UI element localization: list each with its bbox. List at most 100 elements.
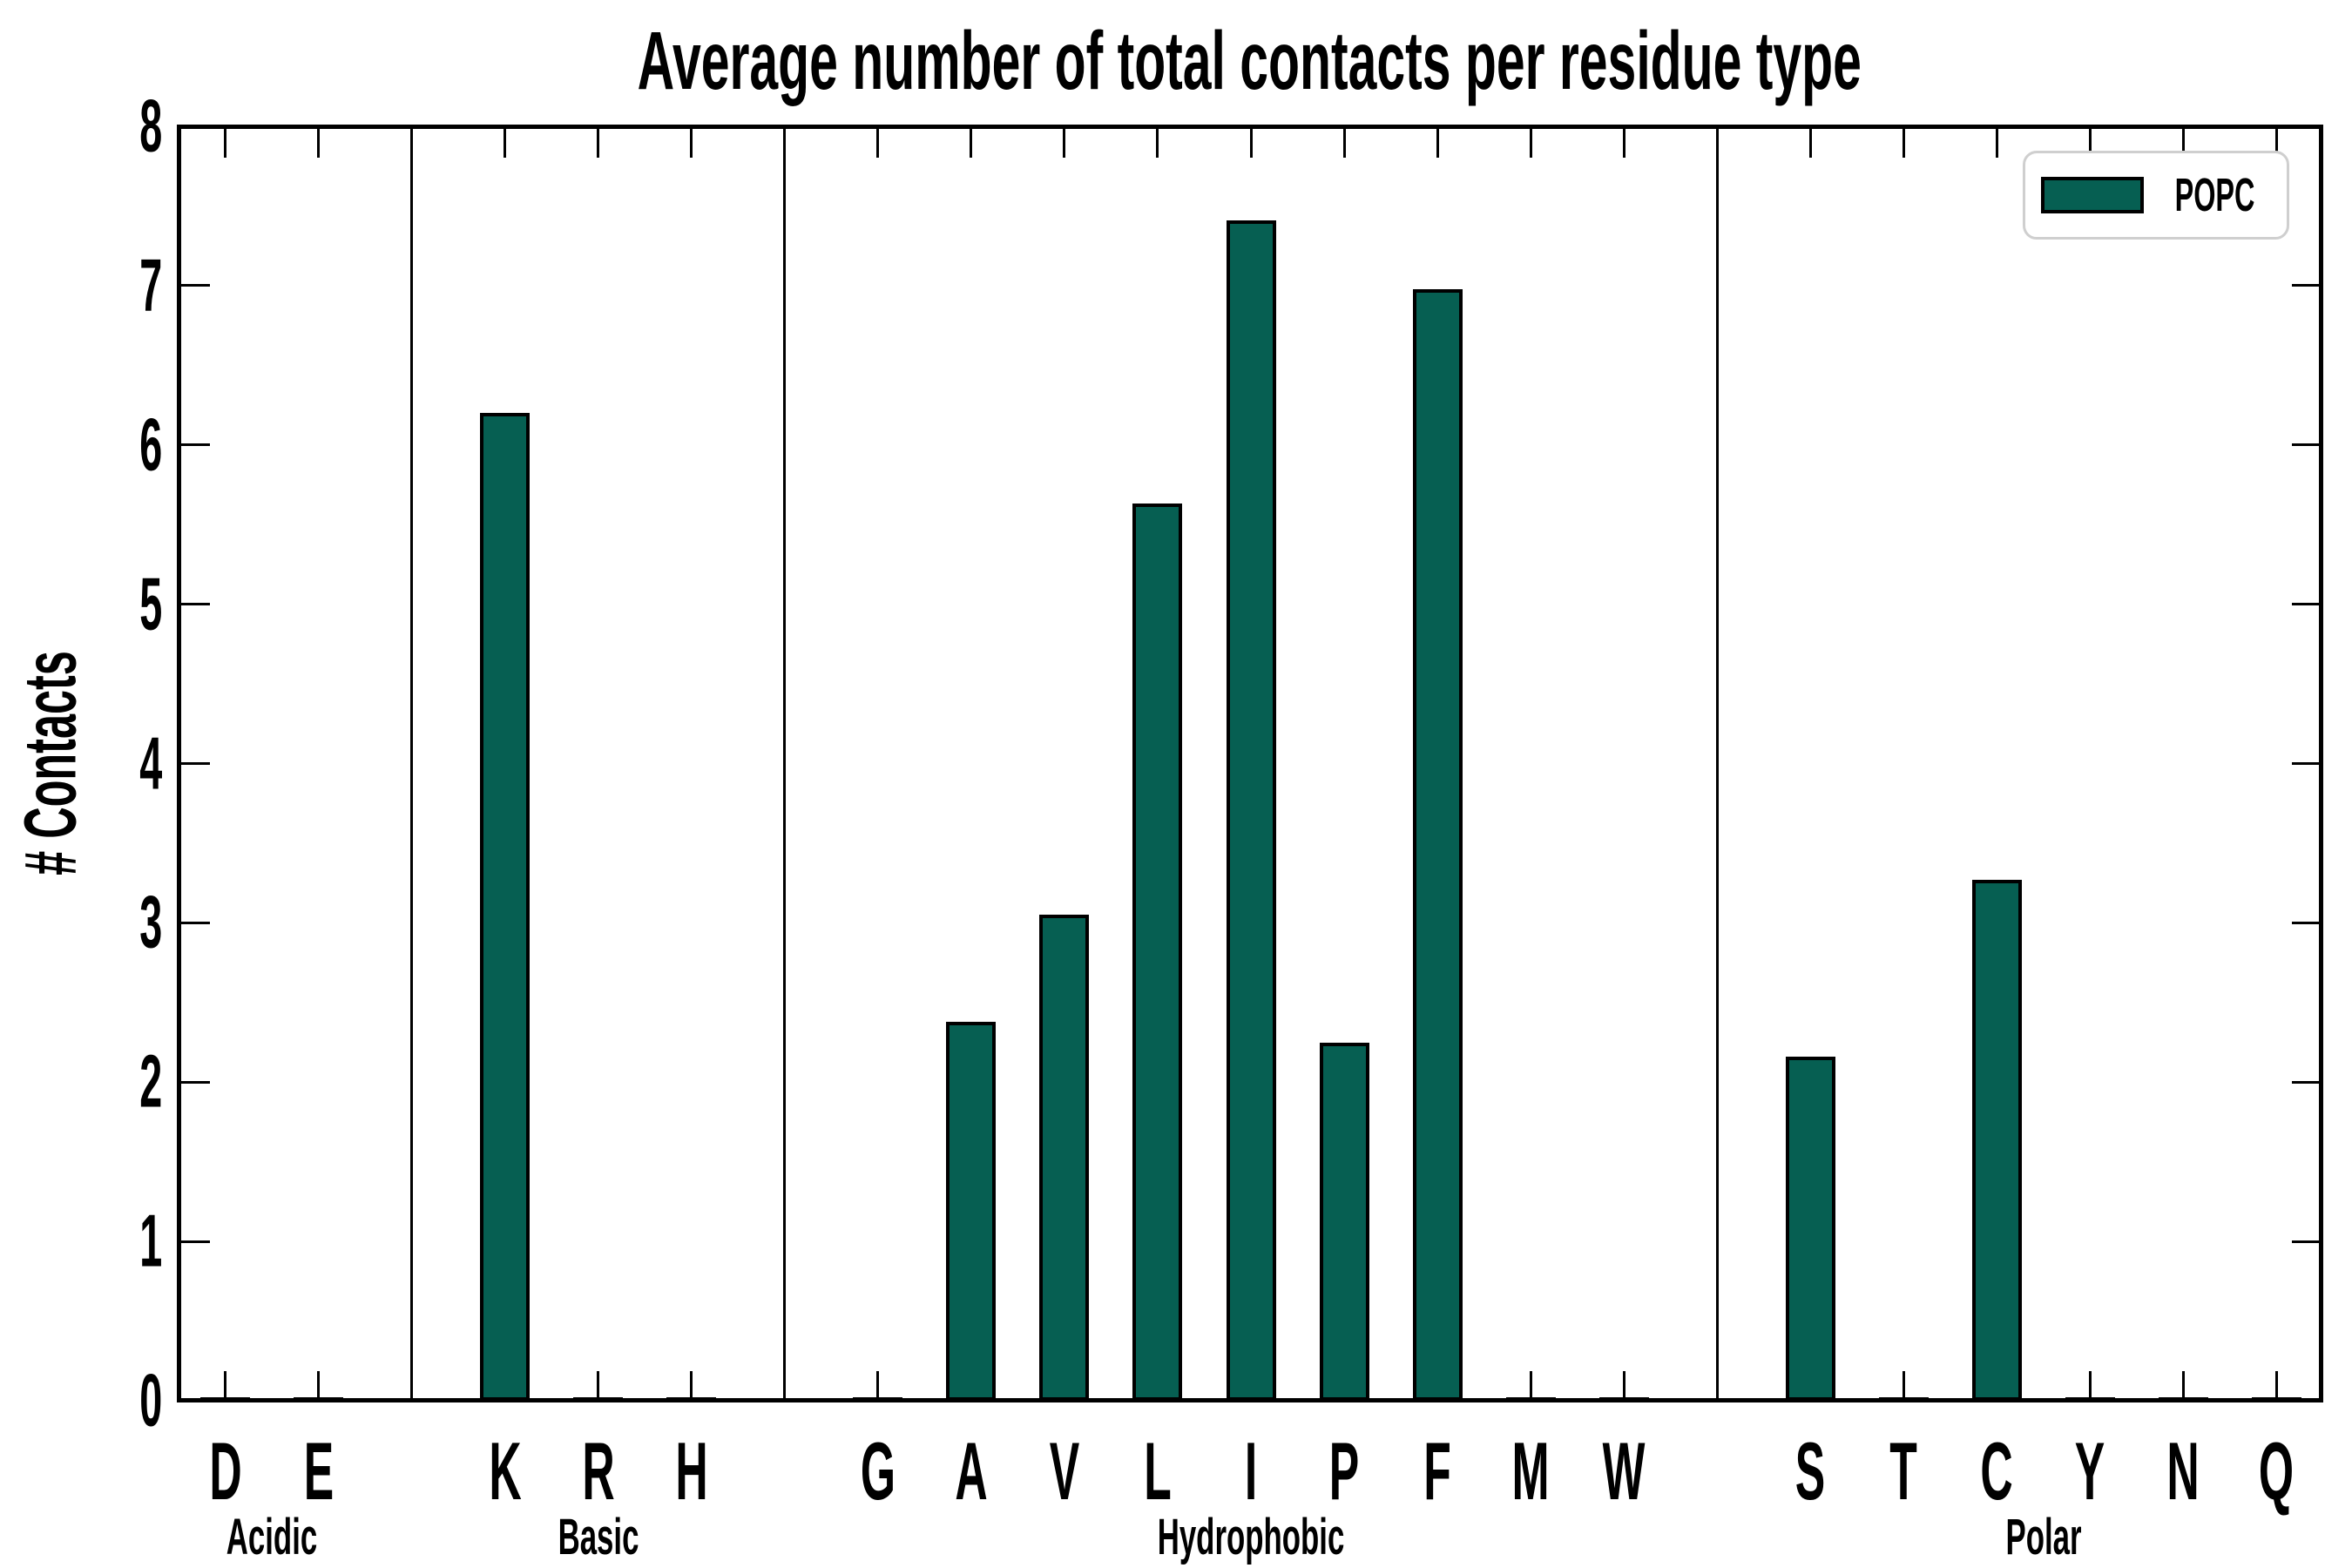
bar-L — [1132, 504, 1183, 1401]
y-tick-label-3: 3 — [121, 886, 162, 960]
x-tick-label-R: R — [569, 1430, 628, 1512]
y-tick-left — [181, 284, 210, 287]
bar-I — [1226, 220, 1276, 1401]
x-tick-top — [1622, 129, 1625, 158]
legend: POPC — [2023, 151, 2289, 240]
group-label-basic: Basic — [531, 1512, 666, 1563]
x-tick-label-K: K — [476, 1430, 535, 1512]
x-tick-top — [1995, 129, 1998, 158]
x-tick-top — [1529, 129, 1532, 158]
x-tick-bottom — [2181, 1371, 2185, 1400]
x-tick-top — [317, 129, 321, 158]
group-divider — [783, 129, 787, 1398]
y-tick-right — [2292, 1080, 2321, 1084]
y-tick-right — [2292, 443, 2321, 447]
bar-H-zero — [666, 1397, 717, 1401]
y-tick-label-8: 8 — [121, 90, 162, 164]
x-tick-bottom — [1622, 1371, 1625, 1400]
x-tick-label-E: E — [291, 1430, 346, 1512]
bar-Q-zero — [2251, 1397, 2301, 1401]
x-tick-label-text: G — [860, 1425, 896, 1517]
group-label-text: Basic — [558, 1509, 639, 1565]
bar-V — [1039, 915, 1090, 1401]
x-tick-top — [970, 129, 973, 158]
x-tick-label-text: Q — [2259, 1425, 2295, 1517]
x-tick-label-text: D — [208, 1425, 242, 1517]
x-tick-top — [2274, 129, 2278, 158]
y-tick-label-4: 4 — [121, 727, 162, 801]
bar-K — [480, 413, 531, 1401]
y-tick-label-text: 1 — [139, 1200, 162, 1283]
y-tick-label-text: 6 — [139, 403, 162, 487]
x-tick-label-text: L — [1144, 1425, 1172, 1517]
x-tick-top — [1249, 129, 1253, 158]
chart-title: Average number of total contacts per res… — [177, 16, 2322, 107]
legend-swatch-popc — [2041, 177, 2144, 213]
x-tick-bottom — [876, 1371, 880, 1400]
x-tick-label-S: S — [1783, 1430, 1838, 1512]
x-tick-label-G: G — [846, 1430, 909, 1512]
y-tick-label-0: 0 — [121, 1364, 162, 1438]
group-label-polar: Polar — [1980, 1512, 2106, 1563]
y-tick-label-5: 5 — [121, 567, 162, 641]
x-tick-label-F: F — [1412, 1430, 1462, 1512]
bar-N-zero — [2158, 1397, 2208, 1401]
x-tick-bottom — [317, 1371, 321, 1400]
y-tick-left — [181, 1399, 210, 1402]
x-tick-label-I: I — [1240, 1430, 1262, 1512]
y-tick-right — [2292, 125, 2321, 128]
x-tick-bottom — [224, 1371, 227, 1400]
x-tick-label-text: H — [675, 1425, 708, 1517]
x-tick-bottom — [2088, 1371, 2092, 1400]
y-tick-right — [2292, 284, 2321, 287]
x-tick-label-H: H — [662, 1430, 721, 1512]
x-tick-label-text: W — [1602, 1425, 1646, 1517]
x-tick-label-text: S — [1795, 1425, 1826, 1517]
y-tick-left — [181, 1080, 210, 1084]
x-tick-label-text: P — [1328, 1425, 1360, 1517]
x-tick-label-D: D — [196, 1430, 255, 1512]
x-tick-label-text: N — [2166, 1425, 2200, 1517]
bar-Y-zero — [2065, 1397, 2115, 1401]
y-tick-left — [181, 125, 210, 128]
y-tick-label-text: 0 — [139, 1359, 162, 1443]
y-tick-right — [2292, 762, 2321, 765]
bar-W-zero — [1598, 1397, 1649, 1401]
bar-G-zero — [853, 1397, 903, 1401]
y-tick-left — [181, 603, 210, 606]
y-tick-right — [2292, 603, 2321, 606]
x-tick-label-text: Y — [2075, 1425, 2105, 1517]
x-tick-label-Y: Y — [2063, 1430, 2118, 1512]
x-tick-label-text: M — [1511, 1425, 1550, 1517]
x-tick-label-text: R — [582, 1425, 615, 1517]
bar-S — [1785, 1057, 1835, 1401]
x-tick-top — [690, 129, 693, 158]
group-label-text: Polar — [2005, 1509, 2082, 1565]
bar-T-zero — [1878, 1397, 1929, 1401]
y-tick-left — [181, 443, 210, 447]
x-tick-label-text: A — [955, 1425, 988, 1517]
x-tick-top — [1436, 129, 1439, 158]
x-tick-label-text: C — [1980, 1425, 2014, 1517]
x-tick-top — [1156, 129, 1159, 158]
y-tick-right — [2292, 1240, 2321, 1243]
x-tick-label-Q: Q — [2245, 1430, 2308, 1512]
x-tick-label-W: W — [1585, 1430, 1663, 1512]
x-tick-top — [1063, 129, 1066, 158]
x-tick-label-text: V — [1049, 1425, 1080, 1517]
x-tick-label-text: F — [1423, 1425, 1451, 1517]
x-tick-label-text: T — [1889, 1425, 1918, 1517]
x-tick-label-text: I — [1244, 1425, 1258, 1517]
x-tick-label-M: M — [1497, 1430, 1565, 1512]
x-tick-label-V: V — [1037, 1430, 1092, 1512]
y-tick-label-text: 8 — [139, 84, 162, 168]
x-tick-top — [2088, 129, 2092, 158]
group-label-hydrophobic: Hydrophobic — [1095, 1512, 1407, 1563]
group-label-acidic: Acidic — [196, 1512, 348, 1563]
x-tick-bottom — [1902, 1371, 1905, 1400]
y-tick-label-text: 2 — [139, 1040, 162, 1124]
group-label-text: Acidic — [226, 1509, 318, 1565]
bar-A — [946, 1022, 997, 1401]
bar-D-zero — [200, 1397, 251, 1401]
